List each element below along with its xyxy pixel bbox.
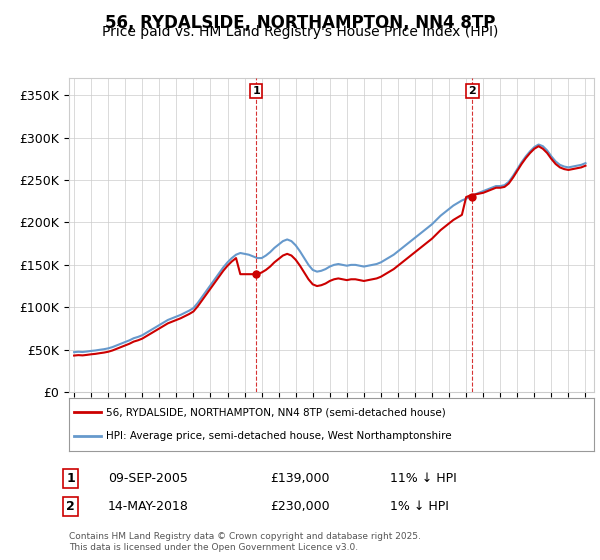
Text: 56, RYDALSIDE, NORTHAMPTON, NN4 8TP (semi-detached house): 56, RYDALSIDE, NORTHAMPTON, NN4 8TP (sem… — [106, 408, 445, 418]
Text: 56, RYDALSIDE, NORTHAMPTON, NN4 8TP: 56, RYDALSIDE, NORTHAMPTON, NN4 8TP — [105, 14, 495, 32]
Text: 1: 1 — [253, 86, 260, 96]
Text: HPI: Average price, semi-detached house, West Northamptonshire: HPI: Average price, semi-detached house,… — [106, 431, 451, 441]
Text: 1% ↓ HPI: 1% ↓ HPI — [390, 500, 449, 514]
Text: 09-SEP-2005: 09-SEP-2005 — [108, 472, 188, 486]
Text: £139,000: £139,000 — [270, 472, 329, 486]
Text: Contains HM Land Registry data © Crown copyright and database right 2025.
This d: Contains HM Land Registry data © Crown c… — [69, 532, 421, 552]
Text: 14-MAY-2018: 14-MAY-2018 — [108, 500, 189, 514]
Text: 2: 2 — [469, 86, 476, 96]
Text: 1: 1 — [67, 472, 75, 486]
Text: 11% ↓ HPI: 11% ↓ HPI — [390, 472, 457, 486]
Text: £230,000: £230,000 — [270, 500, 329, 514]
Text: 2: 2 — [67, 500, 75, 514]
Text: Price paid vs. HM Land Registry's House Price Index (HPI): Price paid vs. HM Land Registry's House … — [102, 25, 498, 39]
